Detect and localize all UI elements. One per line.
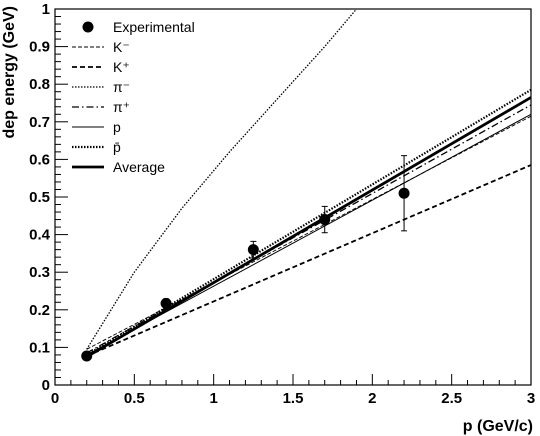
series-line-3 [86,9,357,350]
series-line-2 [86,164,531,357]
series-line-7 [85,96,531,359]
x-tick-label: 1 [209,390,217,407]
y-tick-label: 0 [42,377,50,394]
series-layer [85,9,531,359]
x-tick-label: 2 [368,390,376,407]
y-tick-label: 0.9 [29,39,50,56]
legend: Experimental K⁻ K⁺ π⁻ π⁺ p p̄ Average [72,19,195,175]
x-tick-label: 0.5 [124,390,145,407]
x-tick-label: 0 [51,390,59,407]
x-tick-label: 1.5 [283,390,304,407]
legend-label: K⁺ [113,59,130,75]
x-axis-title: p (GeV/c) [463,418,533,435]
legend-label: p̄ [113,139,121,155]
series-line-4 [86,104,531,354]
experimental-layer [81,155,410,362]
legend-label: p [113,119,121,135]
y-tick-label: 0.4 [29,227,51,244]
y-tick-label: 0.2 [29,302,50,319]
legend-label: π⁻ [113,79,130,95]
y-tick-label: 0.8 [29,76,50,93]
y-tick-label: 0.6 [29,151,50,168]
legend-marker-experimental [82,21,94,33]
legend-label: π⁺ [113,99,130,115]
legend-label: K⁻ [113,39,130,55]
legend-label: Experimental [113,19,195,35]
axis-ticks: 0 0.5 1 1.5 2 2.5 3 0 0.1 0.2 0.3 0.4 0.5 0.6 0.7 0.8 0.… [29,1,535,407]
y-tick-label: 0.5 [29,189,50,206]
y-tick-label: 0.1 [29,339,50,356]
data-point [398,187,410,199]
y-tick-label: 0.7 [29,114,50,131]
x-tick-label: 3 [527,390,535,407]
data-point [247,244,259,256]
data-point [160,297,172,309]
y-tick-label: 1 [42,1,50,18]
data-point [81,350,93,362]
y-tick-label: 0.3 [29,264,50,281]
x-tick-label: 2.5 [441,390,462,407]
legend-label: Average [113,159,165,175]
series-line-6 [86,88,531,356]
data-point [319,214,331,226]
y-axis-title: dep energy (GeV) [1,6,18,138]
